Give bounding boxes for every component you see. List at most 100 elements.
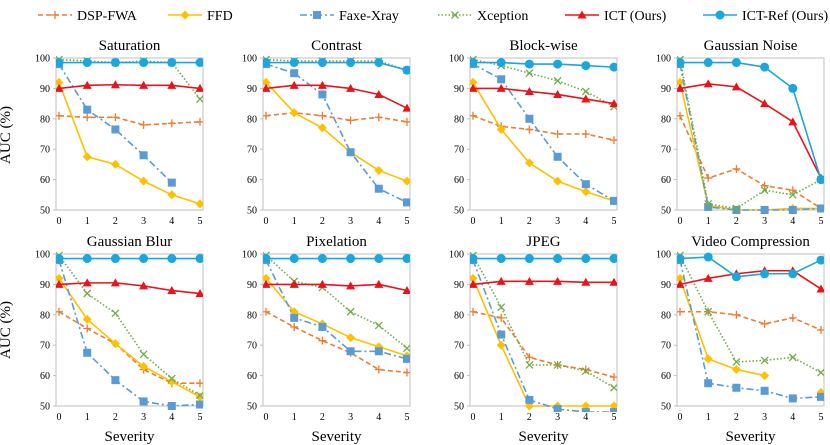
data-point bbox=[82, 254, 92, 264]
data-point bbox=[703, 354, 713, 364]
series-line bbox=[265, 311, 408, 374]
y-tick-label: 80 bbox=[40, 310, 50, 321]
y-tick-label: 100 bbox=[656, 54, 671, 65]
data-point bbox=[609, 277, 617, 286]
data-point bbox=[760, 319, 769, 328]
series-line bbox=[265, 111, 408, 123]
x-axis-label: Severity bbox=[726, 429, 776, 445]
data-point bbox=[56, 273, 64, 283]
x-tick-label: 5 bbox=[405, 216, 410, 227]
subplot-title: Gaussian Noise bbox=[704, 38, 798, 54]
y-tick-label: 100 bbox=[242, 54, 257, 65]
plot-frame bbox=[469, 253, 618, 407]
data-point bbox=[111, 376, 120, 385]
series-line bbox=[265, 277, 408, 357]
data-point bbox=[346, 58, 356, 68]
data-point bbox=[403, 198, 410, 207]
subplot-title: JPEG bbox=[526, 234, 560, 250]
data-point bbox=[760, 386, 769, 395]
data-point bbox=[581, 254, 591, 264]
data-point bbox=[317, 279, 327, 288]
y-tick-label: 90 bbox=[40, 280, 50, 291]
series-line bbox=[58, 83, 201, 90]
series-line bbox=[58, 259, 201, 407]
data-point bbox=[167, 80, 177, 89]
legend-label: Xception bbox=[477, 9, 528, 24]
data-point bbox=[470, 58, 478, 68]
x-tick-label: 1 bbox=[499, 412, 504, 423]
data-point bbox=[111, 125, 120, 134]
series-line bbox=[58, 277, 201, 398]
y-tick-label: 70 bbox=[247, 341, 257, 352]
data-point bbox=[731, 365, 741, 375]
data-point bbox=[525, 69, 534, 78]
data-point bbox=[581, 130, 590, 138]
data-point bbox=[760, 186, 769, 195]
x-tick-label: 3 bbox=[348, 216, 353, 227]
x-tick-label: 1 bbox=[499, 216, 504, 227]
y-tick-label: 60 bbox=[40, 371, 50, 382]
data-point bbox=[139, 281, 149, 290]
data-point bbox=[196, 379, 203, 388]
x-tick-label: 2 bbox=[527, 412, 532, 423]
data-point bbox=[496, 340, 506, 350]
data-point bbox=[196, 400, 203, 409]
y-tick-label: 50 bbox=[40, 206, 50, 217]
y-tick-label: 100 bbox=[449, 54, 464, 65]
data-point bbox=[403, 354, 410, 363]
y-tick-label: 100 bbox=[35, 54, 50, 65]
x-tick-label: 5 bbox=[198, 412, 203, 423]
x-tick-label: 0 bbox=[471, 412, 476, 423]
subplot: Gaussian Blur 50 60 70 80 90 100 0 1 2 3 4 5 bbox=[35, 234, 204, 423]
y-tick-label: 100 bbox=[35, 250, 50, 261]
data-point bbox=[610, 196, 617, 205]
x-axis-label: Severity bbox=[105, 429, 155, 445]
data-point bbox=[497, 75, 506, 84]
x-tick-label: 3 bbox=[762, 412, 767, 423]
x-tick-label: 0 bbox=[678, 412, 683, 423]
data-point bbox=[139, 361, 149, 371]
data-point bbox=[553, 130, 562, 138]
y-tick-label: 100 bbox=[656, 250, 671, 261]
data-point bbox=[760, 62, 770, 72]
x-tick-label: 4 bbox=[376, 412, 381, 423]
series-line bbox=[58, 58, 201, 100]
data-point bbox=[497, 303, 506, 312]
series-line bbox=[265, 84, 408, 109]
data-point bbox=[403, 344, 410, 353]
legend-marker bbox=[577, 10, 587, 19]
data-point bbox=[581, 87, 590, 96]
data-point bbox=[732, 383, 741, 392]
y-tick-label: 70 bbox=[454, 341, 464, 352]
data-point bbox=[703, 273, 713, 282]
y-axis-label-bottom: AUC (%) bbox=[0, 301, 14, 359]
data-point bbox=[581, 277, 591, 286]
data-point bbox=[525, 114, 534, 123]
data-point bbox=[731, 272, 741, 282]
y-tick-label: 70 bbox=[454, 145, 464, 156]
data-point bbox=[732, 206, 741, 214]
series-line bbox=[472, 280, 614, 286]
series-group bbox=[56, 55, 203, 209]
data-point bbox=[263, 273, 271, 283]
subplot: Video Compression 50 60 70 80 90 100 0 1 2 3 4 5 bbox=[656, 234, 825, 423]
legend-marker bbox=[715, 10, 725, 20]
data-point bbox=[816, 284, 824, 293]
y-tick-label: 60 bbox=[247, 175, 257, 186]
data-point bbox=[289, 58, 299, 68]
data-point bbox=[374, 113, 383, 122]
series-line bbox=[679, 269, 822, 290]
data-point bbox=[56, 77, 64, 87]
data-point bbox=[470, 254, 478, 264]
data-point bbox=[610, 373, 617, 382]
legend-item: Faxe-Xray bbox=[300, 9, 399, 24]
data-point bbox=[403, 368, 410, 377]
data-point bbox=[346, 83, 356, 92]
series-line bbox=[266, 283, 408, 292]
y-tick-label: 70 bbox=[661, 341, 671, 352]
data-point bbox=[677, 111, 684, 120]
data-point bbox=[731, 58, 741, 68]
data-point bbox=[525, 361, 534, 369]
data-point bbox=[317, 254, 327, 264]
y-tick-label: 70 bbox=[40, 145, 50, 156]
